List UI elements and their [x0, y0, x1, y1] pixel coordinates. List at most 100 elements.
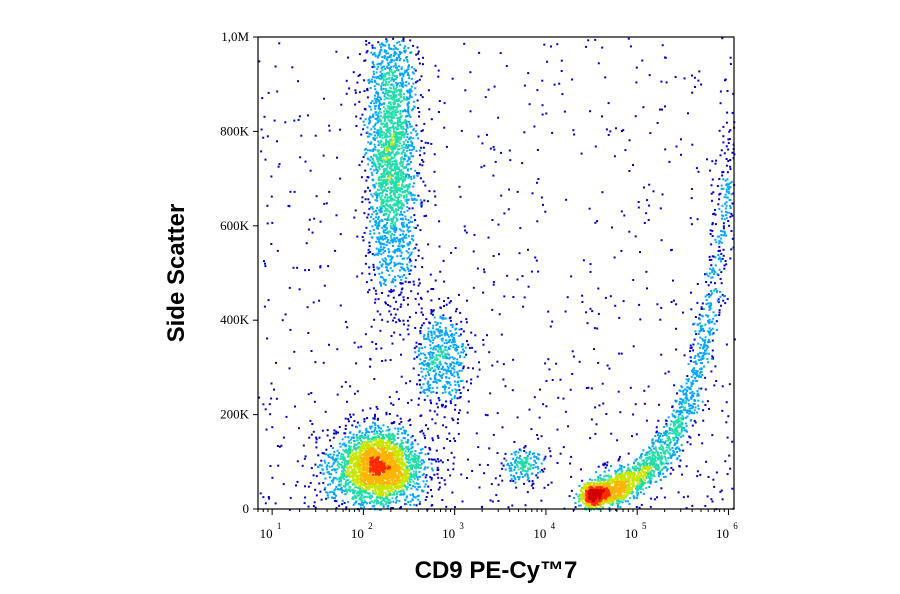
event-dot [378, 267, 381, 270]
event-dot [434, 368, 437, 371]
event-dot [395, 212, 398, 215]
event-dot [275, 361, 277, 364]
event-dot [716, 299, 719, 302]
event-dot [422, 335, 425, 338]
event-dot [678, 389, 681, 392]
event-dot [323, 459, 326, 462]
event-dot [637, 201, 640, 203]
event-dot [395, 153, 398, 156]
event-dot [437, 330, 440, 333]
event-dot [429, 357, 432, 360]
event-dot [512, 480, 515, 482]
event-dot [339, 475, 342, 478]
event-dot [408, 74, 411, 77]
event-dot [478, 361, 480, 364]
event-dot [369, 407, 372, 410]
event-dot [356, 439, 359, 442]
event-dot [503, 212, 506, 215]
event-dot [382, 225, 385, 227]
event-dot [365, 430, 368, 433]
event-dot [438, 399, 441, 402]
event-dot [313, 217, 316, 220]
event-dot [484, 96, 487, 99]
event-dot [669, 454, 672, 457]
event-dot [405, 154, 408, 157]
event-dot [704, 349, 707, 352]
event-dot [429, 377, 432, 380]
event-dot [374, 301, 376, 304]
event-dot [333, 432, 335, 435]
event-dot [635, 66, 638, 69]
event-dot [413, 105, 416, 108]
event-dot [597, 477, 600, 480]
event-dot [679, 412, 682, 414]
event-dot [443, 384, 446, 387]
event-dot [691, 395, 694, 398]
event-dot [523, 456, 526, 459]
event-dot [381, 82, 384, 85]
event-dot [711, 333, 714, 336]
event-dot [389, 433, 392, 436]
event-dot [371, 80, 374, 83]
event-dot [266, 337, 269, 340]
event-dot [437, 75, 440, 78]
event-dot [689, 436, 692, 439]
event-dot [375, 155, 378, 158]
event-dot [696, 323, 699, 326]
event-dot [645, 419, 648, 422]
event-dot [401, 99, 404, 102]
event-dot [325, 202, 328, 205]
event-dot [406, 266, 409, 269]
event-dot [437, 344, 440, 346]
event-dot [304, 455, 307, 458]
event-dot [718, 242, 721, 245]
event-dot [699, 346, 702, 349]
event-dot [376, 196, 379, 199]
event-dot [427, 142, 430, 145]
event-dot [315, 436, 318, 439]
event-dot [377, 248, 380, 251]
event-dot [374, 146, 377, 148]
event-dot [395, 219, 398, 222]
event-dot [680, 402, 683, 404]
event-dot [392, 86, 395, 89]
event-dot [438, 334, 441, 337]
event-dot [326, 494, 329, 497]
event-dot [394, 191, 397, 194]
event-dot [398, 262, 400, 265]
event-dot [395, 128, 398, 131]
event-dot [276, 140, 278, 143]
event-dot [639, 488, 642, 490]
event-dot [373, 79, 376, 82]
event-dot [560, 70, 563, 72]
event-dot [715, 328, 718, 331]
event-dot [423, 468, 426, 471]
event-dot [385, 262, 388, 265]
event-dot [418, 282, 421, 285]
event-dot [266, 222, 269, 225]
event-dot [390, 122, 393, 125]
event-dot [589, 437, 592, 440]
event-dot [510, 469, 513, 472]
event-dot [407, 281, 410, 284]
event-dot [421, 96, 424, 99]
event-dot [378, 232, 381, 235]
event-dot [354, 494, 357, 497]
event-dot [340, 463, 343, 466]
event-dot [399, 118, 401, 121]
event-dot [570, 489, 573, 492]
event-dot [410, 96, 413, 99]
event-dot [308, 269, 310, 271]
event-dot [696, 379, 699, 382]
event-dot [389, 120, 391, 123]
event-dot [424, 356, 427, 359]
event-dot [434, 64, 437, 67]
event-dot [382, 199, 385, 202]
event-dot [423, 337, 426, 340]
event-dot [374, 47, 377, 50]
event-dot [709, 294, 712, 297]
event-dot [392, 87, 395, 90]
event-dot [367, 251, 370, 254]
event-dot [371, 75, 374, 78]
event-dot [381, 194, 384, 197]
